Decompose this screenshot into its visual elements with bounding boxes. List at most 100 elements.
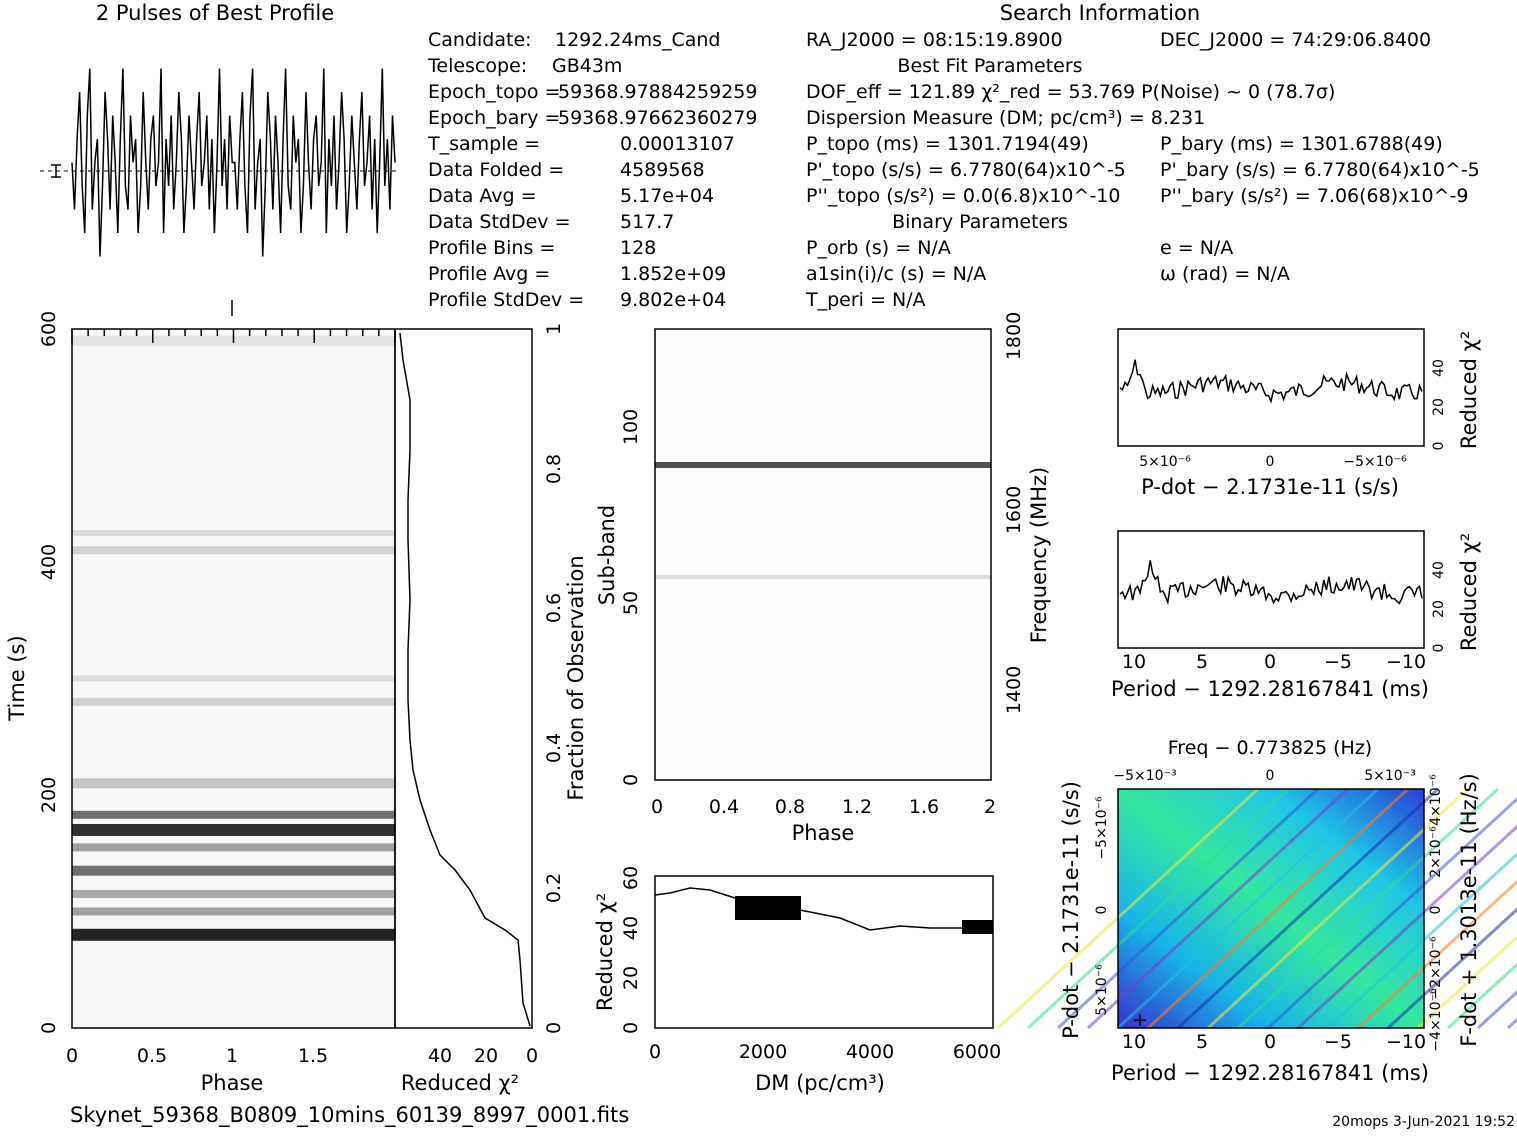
ppd-stripe-4 [1116,787,1380,1030]
tp-xtick-3: 1.5 [298,1045,328,1067]
tp-row-11 [72,529,395,536]
sb-rlabel: Frequency (MHz) [1027,467,1051,643]
sb-rtick-2: 1800 [1003,312,1025,360]
pd-ytick-2: 40 [1431,359,1447,377]
pdot-curve [1119,359,1423,404]
info-value-3: 59368.97662360279 [558,107,757,129]
subband-frame [654,328,992,781]
footer-filename: Skynet_59368_B0809_10mins_60139_8997_000… [70,1103,629,1128]
tp-xtick-2: 1 [226,1045,238,1067]
tperi-text: T_peri = N/A [805,289,926,311]
tp-row-0 [72,928,395,941]
info-value-6: 5.17e+04 [620,185,714,207]
p-bary-text: P_bary (ms) = 1301.6788(49) [1160,133,1443,155]
tp-row-4 [72,843,395,852]
candidate-info: Candidate: 1292.24ms_Cand Telescope: GB4… [427,29,757,311]
footer-stamp: 20mops 3-Jun-2021 19:52 [1332,1114,1515,1130]
ra-text: RA_J2000 = 08:15:19.8900 [806,29,1063,51]
dm-chi-plot: 0 2000 4000 6000 DM (pc/cm³) 0 20 40 60 … [593,866,1001,1095]
tp-ytick-0: 0 [38,1022,60,1034]
ppd-stripe-6 [1176,787,1440,1030]
tp-xtick-0: 0 [66,1045,78,1067]
best-fit-header: Best Fit Parameters [897,55,1082,77]
ppd-map [1118,789,1424,1028]
info-value-10: 9.802e+04 [620,289,726,311]
subband-phase-plot: 0 0.4 0.8 1.2 1.6 2 Phase 0 50 100 Sub-b… [595,312,1051,845]
tc-xlabel: Reduced χ² [401,1071,519,1095]
dm-block-1 [735,896,801,920]
tp-row-1 [72,907,395,916]
dm-xtick-3: 6000 [953,1041,1001,1063]
ppd-xlabel: Period − 1292.28167841 (ms) [1111,1061,1429,1085]
time-chi-frame [394,328,533,1029]
sb-xtick-5: 2 [984,796,996,818]
a1-text: a1sin(i)/c (s) = N/A [806,263,986,285]
sb-xtick-1: 0.4 [709,796,739,818]
ppd-title: Freq − 0.773825 (Hz) [1168,737,1372,759]
dm-xlabel: DM (pc/cm³) [755,1071,885,1095]
subband-background [655,329,991,780]
ppd-stripe-9 [1266,797,1517,1030]
tp-ylabel: Time (s) [5,635,29,721]
ppd-rtick-2: 0 [1428,906,1444,915]
ppd-toptick-2: 5×10⁻³ [1364,768,1415,784]
ppd-frame [1117,788,1425,1029]
ppd-stripe-1 [1026,787,1290,1030]
sb-xtick-3: 1.2 [842,796,872,818]
ppd-rlabel: F-dot + 1.3013e-11 (Hz/s) [1457,773,1481,1047]
sb-ytick-0: 0 [620,774,642,786]
subband-faint-row [655,575,991,579]
dm-ytick-1: 20 [620,966,642,990]
sb-xtick-4: 1.6 [909,796,939,818]
sb-xtick-2: 0.8 [775,796,805,818]
tp-row-7 [72,778,395,789]
pdot-frame [1117,328,1425,447]
info-label-2: Epoch_topo = [428,81,560,103]
ppd-stripe-3 [1086,787,1350,1030]
omega-text: ω (rad) = N/A [1160,263,1290,285]
tp-xtick-1: 0.5 [137,1045,167,1067]
ppd-rtick-0: −4×10⁻⁶ [1428,988,1444,1052]
profile-curve [71,68,396,257]
info-value-4: 0.00013107 [620,133,735,155]
e-text: e = N/A [1160,237,1233,259]
tc-ytick-0: 0 [543,1022,565,1034]
info-label-5: Data Folded = [428,159,564,181]
pc-ytick-1: 20 [1431,600,1447,618]
dec-text: DEC_J2000 = 74:29:06.8400 [1160,29,1431,51]
pc-ylabel: Reduced χ² [1457,533,1481,651]
p-topo-text: P_topo (ms) = 1301.7194(49) [806,133,1089,155]
pc-xtick-3: −5 [1324,651,1352,673]
tp-row-6 [72,810,395,819]
sb-ytick-2: 100 [620,409,642,445]
dm-ytick-3: 60 [620,866,642,890]
ppd-ytick-1: 0 [1094,906,1110,915]
info-value-7: 517.7 [620,211,674,233]
tc-ytick-2: 0.4 [543,733,565,763]
ppd-stripe-8 [1236,787,1500,1030]
ppd-xtick-1: 5 [1196,1031,1208,1053]
period-curve [1119,560,1423,606]
profile-title: 2 Pulses of Best Profile [96,1,334,25]
pd-xlabel: P-dot − 2.1731e-11 (s/s) [1141,475,1399,499]
binary-header: Binary Parameters [892,211,1068,233]
search-info: RA_J2000 = 08:15:19.8900 DEC_J2000 = 74:… [805,29,1480,311]
time-phase-plot: 0 0.5 1 1.5 Phase 0 200 400 600 Time (s) [5,300,396,1095]
ppd-stripe-2 [1056,787,1320,1030]
porb-text: P_orb (s) = N/A [806,237,951,259]
tc-xtick-0: 40 [428,1045,452,1067]
tc-xtick-2: 0 [526,1045,538,1067]
ppd-rtick-1: −2×10⁻⁶ [1428,936,1444,1000]
ppd-xtick-2: 0 [1264,1031,1276,1053]
ppd-ytick-2: −5×10⁻⁶ [1094,796,1110,860]
pc-ytick-2: 40 [1431,561,1447,579]
pd-xtick-0: 5×10⁻⁶ [1139,454,1191,470]
ppd-ylabel: P-dot − 2.1731e-11 (s/s) [1059,781,1083,1039]
sb-rtick-0: 1400 [1003,666,1025,714]
ppd-stripe-10 [1296,824,1517,1030]
info-label-6: Data Avg = [428,185,537,207]
profile-plot [40,68,400,257]
subband-dark-row [655,462,991,468]
ppd-stripe-12 [1356,879,1517,1030]
pd-ylabel: Reduced χ² [1457,331,1481,449]
